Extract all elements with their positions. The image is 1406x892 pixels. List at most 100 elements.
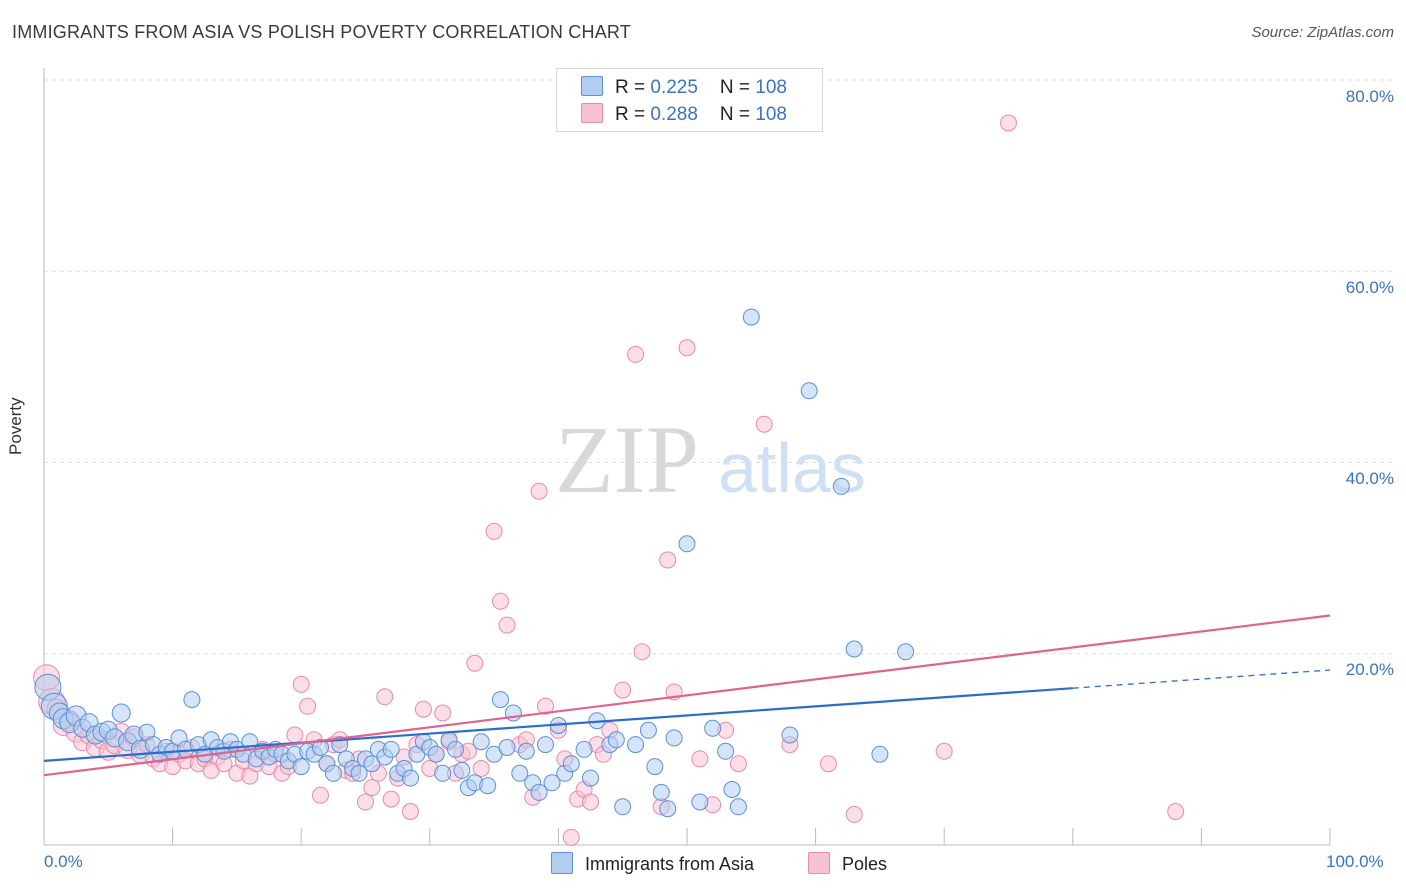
asia-point: [382, 740, 400, 758]
legend-swatch-poles: [581, 103, 603, 123]
watermark: ZIP atlas: [555, 406, 866, 513]
poles-point: [633, 643, 651, 661]
legend-row-poles: R = 0.288 N = 108: [581, 103, 787, 125]
legend-row-asia: R = 0.225 N = 108: [581, 76, 787, 98]
legend-n-value-poles: 108: [755, 104, 787, 125]
y-tick-label-80: 80.0%: [1345, 87, 1394, 106]
poles-point: [312, 786, 329, 804]
asia-point: [402, 769, 419, 787]
source-label: Source: ZipAtlas.com: [1251, 24, 1394, 41]
y-tick-label-60: 60.0%: [1345, 278, 1394, 297]
asia-point: [646, 758, 664, 776]
asia-point: [704, 719, 722, 737]
asia-point: [742, 308, 760, 326]
poles-point: [820, 755, 837, 773]
asia-point: [582, 769, 599, 787]
legend-n-label: N =: [719, 104, 756, 125]
poles-point: [627, 345, 645, 363]
gridlines: [44, 79, 1392, 655]
bottom-legend-label-asia: Immigrants from Asia: [585, 854, 755, 874]
y-axis-label: Poverty: [6, 397, 25, 455]
asia-point: [517, 742, 535, 760]
asia-point: [543, 774, 561, 792]
asia-point: [537, 736, 554, 754]
asia-point: [292, 758, 310, 776]
poles-point: [292, 675, 310, 693]
asia-points: [34, 308, 915, 818]
asia-point: [350, 764, 368, 782]
poles-point: [466, 654, 484, 672]
axes: [43, 68, 1331, 846]
poles-point: [691, 750, 709, 768]
asia-point: [723, 781, 741, 798]
asia-point: [627, 736, 645, 754]
asia-point: [897, 643, 915, 661]
asia-point: [607, 731, 625, 749]
poles-point: [729, 755, 747, 773]
legend-n-value-asia: 108: [755, 77, 787, 98]
poles-point: [286, 726, 304, 744]
legend-r-value-asia: 0.225: [650, 77, 698, 98]
asia-point: [511, 764, 529, 782]
poles-point: [1000, 114, 1017, 132]
asia-point: [575, 740, 593, 758]
legend-r-value-poles: 0.288: [650, 104, 698, 125]
asia-point: [665, 729, 683, 747]
asia-point: [800, 382, 818, 400]
poles-point: [402, 803, 419, 820]
poles-point: [1167, 803, 1185, 820]
y-tick-label-40: 40.0%: [1345, 469, 1394, 488]
asia-point: [717, 742, 735, 760]
legend-r-label: R =: [615, 104, 651, 125]
asia-point: [498, 739, 516, 756]
bottom-legend-swatch-asia: [551, 852, 573, 874]
poles-point: [755, 415, 773, 433]
watermark-atlas: atlas: [718, 429, 866, 507]
poles-point: [659, 551, 677, 569]
asia-point: [427, 745, 445, 763]
bottom-legend-poles: Poles: [808, 852, 887, 875]
x-tick-label-min: 0.0%: [44, 852, 83, 871]
poles-point: [845, 805, 863, 823]
asia-point: [111, 703, 131, 723]
chart-title: IMMIGRANTS FROM ASIA VS POLISH POVERTY C…: [12, 22, 631, 42]
poles-trend-line: [43, 614, 1331, 777]
asia-point: [678, 535, 696, 553]
asia-point: [479, 777, 497, 795]
asia-point: [614, 798, 632, 816]
poles-point: [376, 688, 394, 706]
poles-point: [414, 700, 432, 718]
poles-point: [678, 339, 696, 357]
asia-point: [659, 800, 677, 818]
asia-trend-line-extension: [1072, 669, 1331, 689]
asia-point: [562, 755, 580, 773]
poles-point: [614, 681, 632, 699]
poles-point: [935, 742, 953, 760]
poles-point: [382, 790, 400, 808]
asia-point: [312, 739, 329, 756]
bottom-legend-swatch-poles: [808, 852, 830, 874]
asia-point: [691, 793, 709, 811]
trend-lines: [43, 614, 1331, 777]
asia-point: [472, 733, 490, 751]
asia-point: [729, 798, 747, 816]
asia-point: [447, 740, 464, 758]
poles-point: [363, 779, 381, 797]
bottom-legend-label-poles: Poles: [842, 854, 888, 874]
asia-point: [832, 477, 850, 495]
poles-point: [537, 697, 554, 715]
asia-trend-line: [43, 687, 1073, 762]
poles-point: [498, 616, 516, 634]
asia-point: [324, 764, 342, 782]
poles-point: [582, 793, 599, 811]
asia-point: [453, 761, 471, 779]
legend-swatch-asia: [581, 76, 603, 96]
y-tick-label-20: 20.0%: [1345, 660, 1394, 679]
asia-point: [845, 640, 863, 658]
poles-point: [530, 482, 548, 500]
poles-point: [434, 704, 452, 722]
legend-r-label: R =: [615, 77, 651, 98]
poles-point: [357, 793, 374, 811]
bottom-legend-asia: Immigrants from Asia: [551, 852, 754, 875]
